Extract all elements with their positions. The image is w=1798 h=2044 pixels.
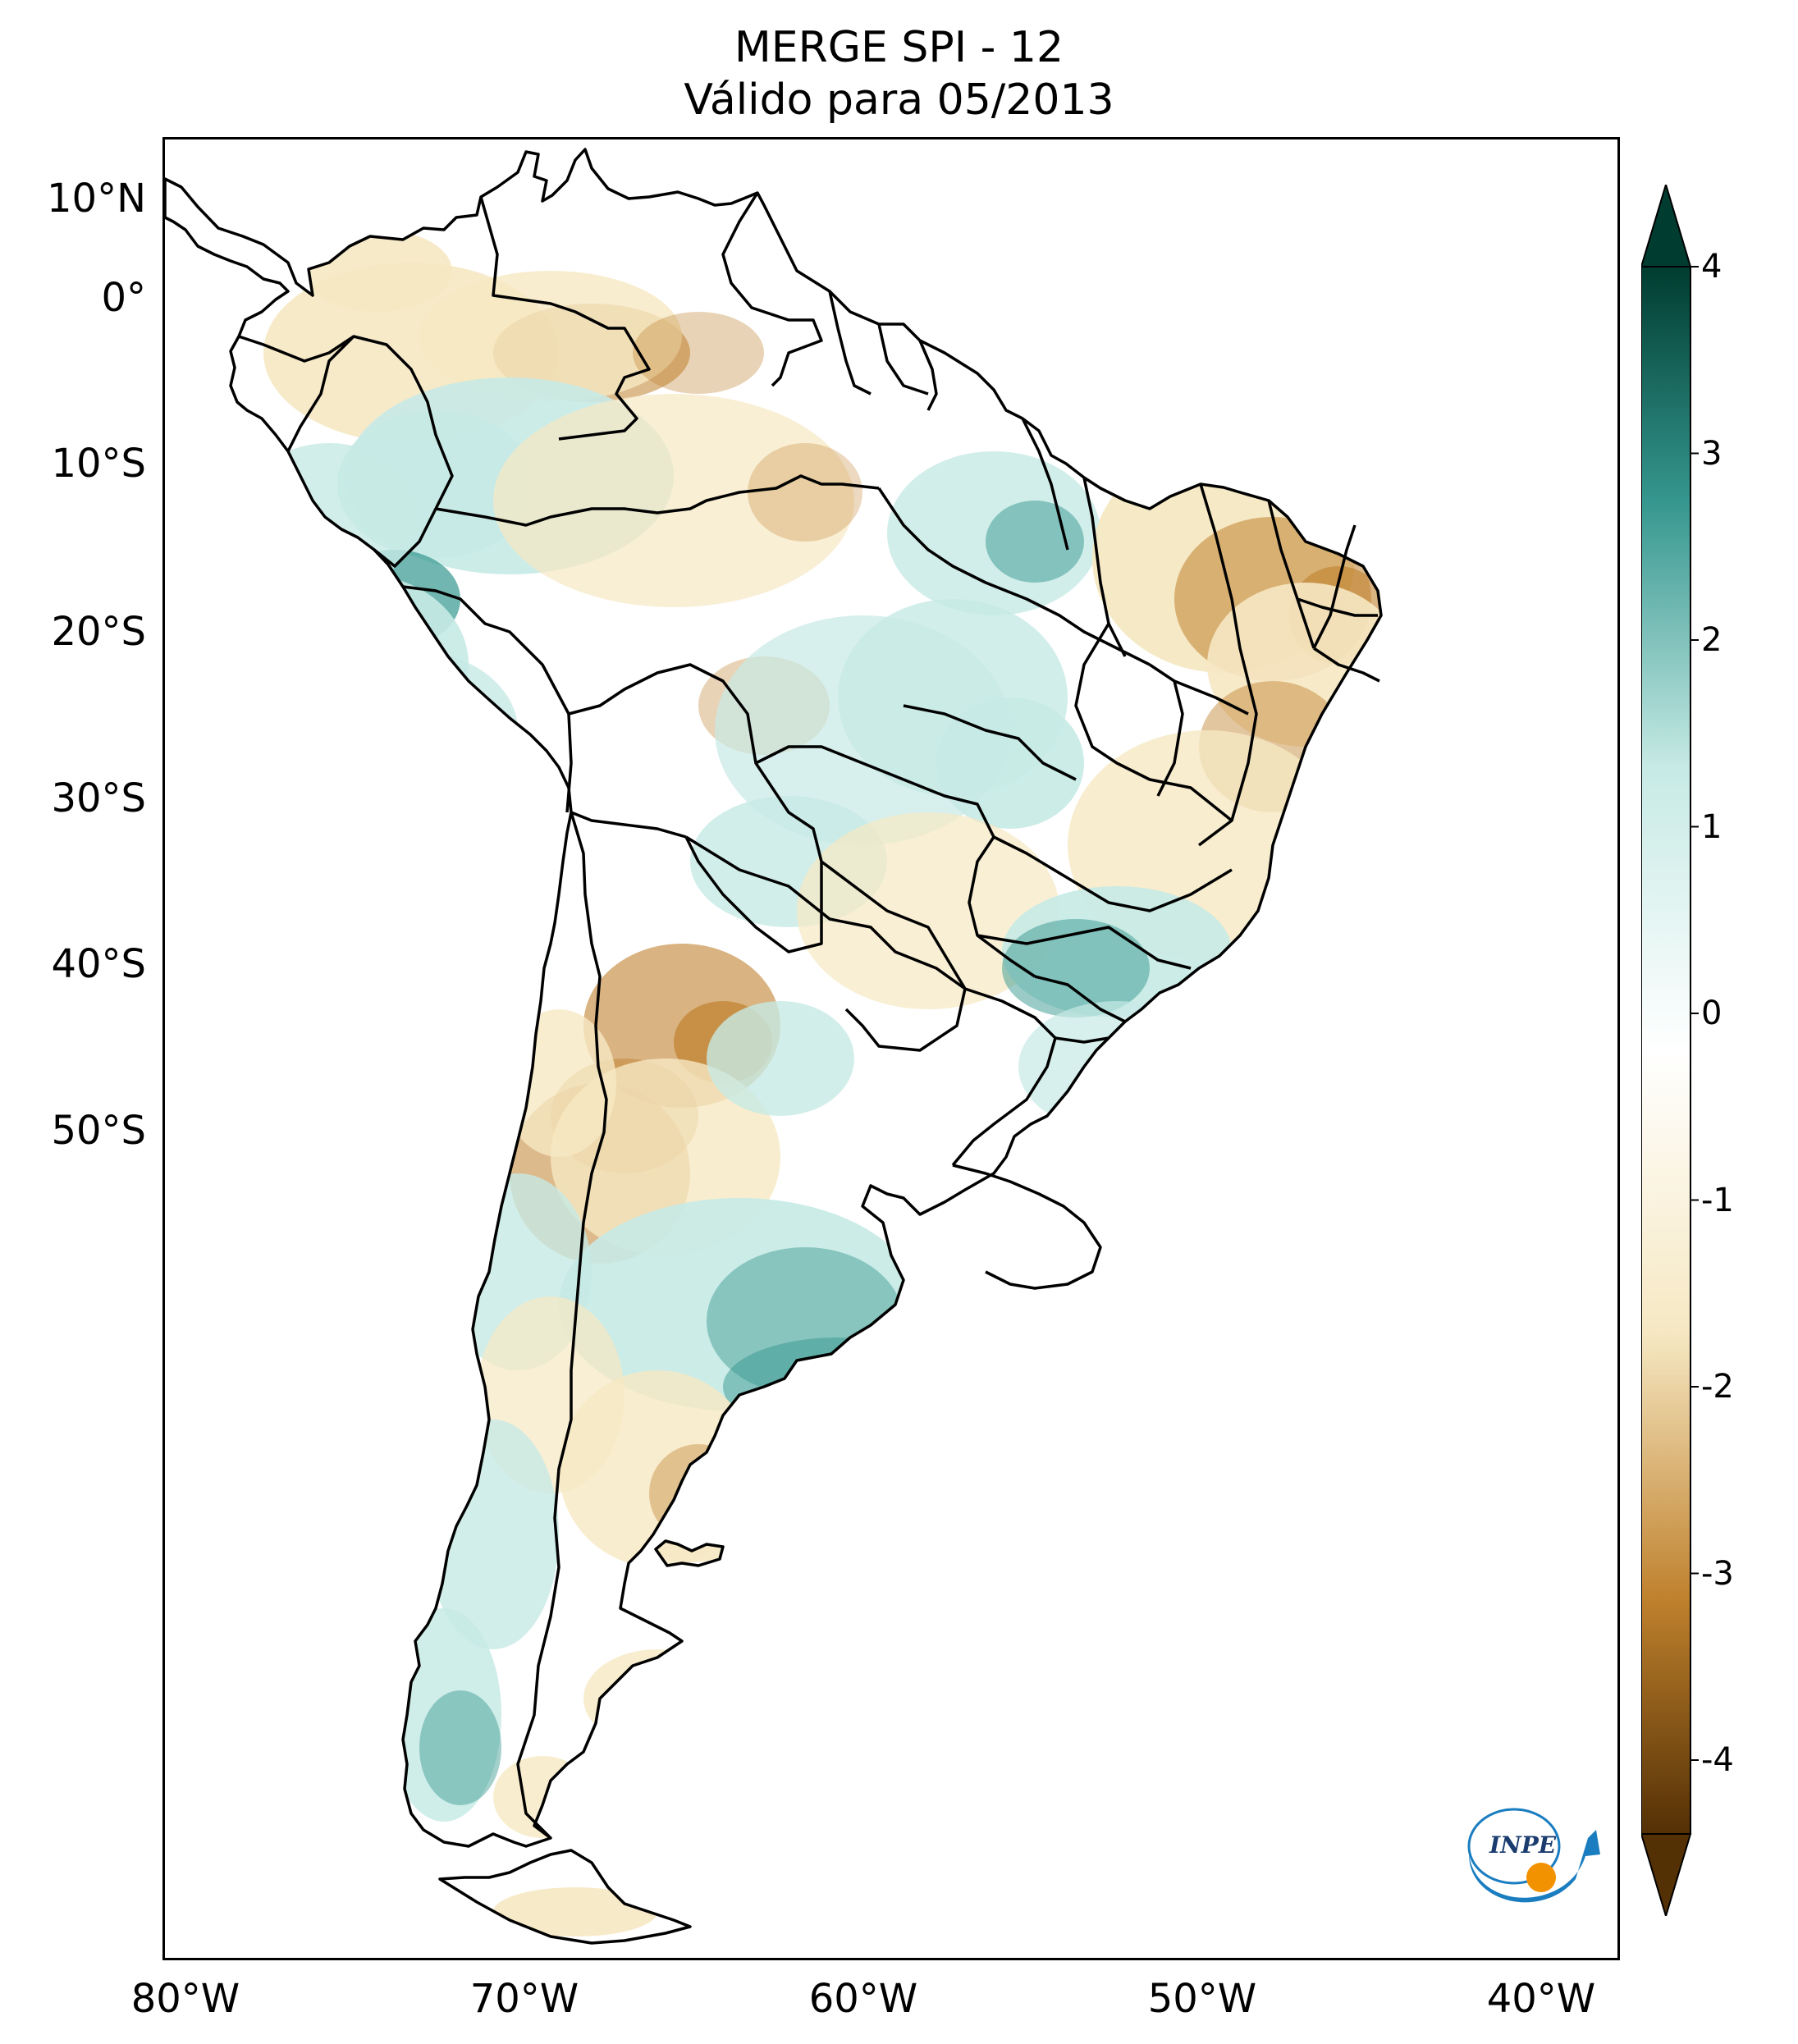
colorbar-tick-label: 3 [1701, 434, 1723, 473]
logo-dot [1526, 1863, 1556, 1892]
colorbar-tick-label: 1 [1701, 807, 1723, 846]
spi-anomaly-patch [715, 615, 1010, 845]
colorbar-extend-min [1641, 1833, 1692, 1916]
lat-tick-label: 20°S [51, 609, 146, 655]
spi-anomaly-patch [1002, 919, 1150, 1017]
lat-tick-label: 40°S [51, 941, 146, 987]
spi-anomaly-patch [370, 870, 551, 1017]
border-brazil-states-4 [1149, 663, 1184, 797]
spi-anomaly-patch [657, 1543, 723, 1562]
border-bolivia-paraguay [684, 836, 823, 953]
lon-tick-label: 40°W [1486, 1976, 1596, 2022]
coastline-falklands [654, 1539, 725, 1567]
spi-anomaly-patch [304, 230, 452, 312]
inpe-logo: INPE [1467, 1808, 1600, 1903]
border-brazil-states-18 [1312, 524, 1357, 649]
border-brazil-states-11 [968, 836, 1036, 978]
border-colombia-ecuador-peru [238, 335, 454, 568]
spi-anomaly-patch [493, 1887, 657, 1937]
colorbar-tick-label: -1 [1701, 1181, 1734, 1219]
colorbar [1641, 185, 1699, 1916]
lon-tick-label: 50°W [1147, 1976, 1257, 2022]
map-title: MERGE SPI - 12 [734, 23, 1064, 72]
lat-tick-label: 10°S [51, 441, 146, 487]
lat-tick-label: 10°N [47, 176, 146, 222]
border-brazil-states-9 [903, 704, 1077, 781]
logo-swoosh [1469, 1830, 1600, 1903]
border-brazil-states-14 [977, 926, 1192, 970]
spi-anomaly-patch [493, 394, 854, 607]
border-colombia-venezuela [479, 196, 651, 441]
border-ecuador-peru [286, 335, 355, 452]
border-bolivia-brazil [568, 663, 823, 862]
spi-anomaly-patch [288, 648, 518, 812]
lat-tick-label: 0° [101, 275, 146, 321]
border-brazil-west [435, 474, 880, 527]
border-suriname-fguiana [877, 323, 929, 396]
border-peru-bolivia [570, 811, 687, 839]
border-brazil-peru [402, 585, 573, 813]
map-area [162, 137, 1620, 1960]
border-fguiana-brazil [918, 340, 938, 411]
border-brazil-states-12 [820, 860, 967, 990]
border-argentina-paraguay [685, 835, 967, 1052]
lat-tick-label: 50°S [51, 1108, 146, 1154]
border-brazil-states-3 [1021, 418, 1069, 551]
border-brazil-states-13 [1034, 975, 1126, 1023]
colorbar-tick-label: -3 [1701, 1554, 1734, 1593]
border-brazil-states-6 [1267, 500, 1315, 649]
spi-anomaly-patch [395, 911, 493, 1075]
spi-anomaly-patch [986, 501, 1084, 583]
border-argentina-brazil [951, 987, 1057, 1167]
spi-anomaly-patch [723, 1338, 953, 1436]
spi-anomaly-patch [419, 271, 682, 402]
border-brazil-states-15 [1055, 1036, 1109, 1044]
spi-anomaly-patch [707, 1001, 854, 1116]
colorbar-tick-label: 0 [1701, 995, 1723, 1032]
lon-tick-label: 70°W [469, 1976, 579, 2022]
border-chile-argentina [516, 812, 608, 1840]
border-guyana-suriname [828, 290, 872, 396]
colorbar-scale [1641, 266, 1691, 1835]
spi-anomaly-patch [748, 443, 862, 542]
coastline [165, 148, 1383, 1848]
logo-text: INPE [1489, 1831, 1557, 1859]
border-brazil-states-16 [1174, 679, 1249, 716]
spi-anomaly-patch [419, 1690, 501, 1805]
colorbar-tick-label: -2 [1701, 1368, 1734, 1406]
border-brazil-states-5 [1197, 483, 1258, 847]
spi-anomaly-patch [633, 312, 764, 394]
spi-anomaly-patch [493, 1756, 592, 1838]
border-brazil-states-7 [1313, 647, 1380, 683]
logo-orbit [1467, 1808, 1561, 1885]
border-uruguay [952, 1164, 1102, 1290]
map-subtitle: Válido para 05/2013 [684, 75, 1114, 125]
lon-tick-label: 60°W [808, 1976, 918, 2022]
lat-tick-label: 30°S [51, 775, 146, 821]
spi-anomaly-patch [255, 574, 469, 755]
spi-field [239, 230, 1381, 1937]
colorbar-tick-label: 2 [1701, 621, 1723, 659]
border-brazil-states-10 [755, 745, 1233, 912]
border-brazil-states-2 [1082, 477, 1127, 657]
colorbar-tick-label: 4 [1701, 248, 1723, 286]
colorbar-extend-max [1641, 185, 1692, 268]
border-brazil-states-17 [1297, 597, 1378, 617]
border-venezuela-guyana [721, 192, 823, 387]
spi-anomaly-patch [797, 812, 1059, 1009]
spi-anomaly-patch [583, 1649, 731, 1748]
border-brazil-states-8 [1074, 623, 1233, 822]
lon-tick-label: 80°W [130, 1976, 240, 2022]
coastline-tierra-del-fuego [438, 1849, 692, 1945]
colorbar-tick-label: -4 [1701, 1741, 1734, 1779]
south-america-map [165, 148, 1383, 1945]
